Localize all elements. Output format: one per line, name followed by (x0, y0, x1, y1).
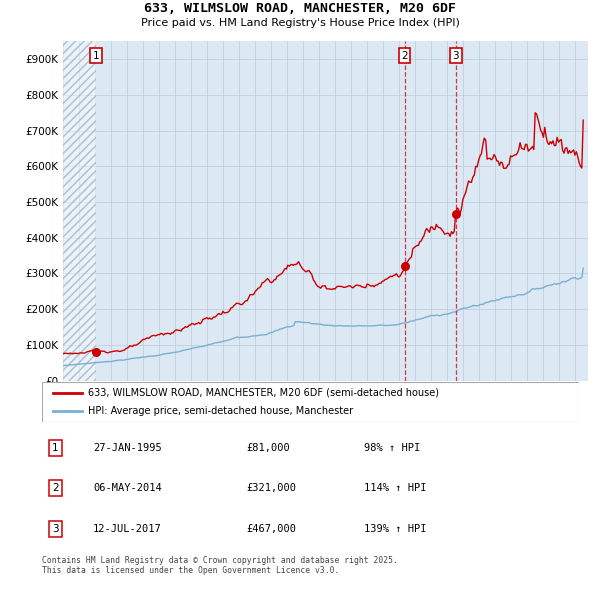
Text: 27-JAN-1995: 27-JAN-1995 (93, 442, 162, 453)
FancyBboxPatch shape (42, 382, 579, 422)
Text: £467,000: £467,000 (246, 524, 296, 534)
Text: 1: 1 (52, 442, 59, 453)
Text: 3: 3 (52, 524, 59, 534)
Text: 2: 2 (401, 51, 408, 61)
Text: 3: 3 (452, 51, 459, 61)
Text: 139% ↑ HPI: 139% ↑ HPI (364, 524, 427, 534)
Text: £321,000: £321,000 (246, 483, 296, 493)
Text: Price paid vs. HM Land Registry's House Price Index (HPI): Price paid vs. HM Land Registry's House … (140, 18, 460, 28)
Text: £81,000: £81,000 (246, 442, 290, 453)
Text: 1: 1 (93, 51, 100, 61)
Text: Contains HM Land Registry data © Crown copyright and database right 2025.
This d: Contains HM Land Registry data © Crown c… (42, 556, 398, 575)
Text: 633, WILMSLOW ROAD, MANCHESTER, M20 6DF (semi-detached house): 633, WILMSLOW ROAD, MANCHESTER, M20 6DF … (88, 388, 439, 398)
Text: 114% ↑ HPI: 114% ↑ HPI (364, 483, 427, 493)
Text: 98% ↑ HPI: 98% ↑ HPI (364, 442, 421, 453)
Text: 06-MAY-2014: 06-MAY-2014 (93, 483, 162, 493)
Text: 12-JUL-2017: 12-JUL-2017 (93, 524, 162, 534)
Text: HPI: Average price, semi-detached house, Manchester: HPI: Average price, semi-detached house,… (88, 406, 353, 416)
Text: 633, WILMSLOW ROAD, MANCHESTER, M20 6DF: 633, WILMSLOW ROAD, MANCHESTER, M20 6DF (144, 2, 456, 15)
Text: 2: 2 (52, 483, 59, 493)
